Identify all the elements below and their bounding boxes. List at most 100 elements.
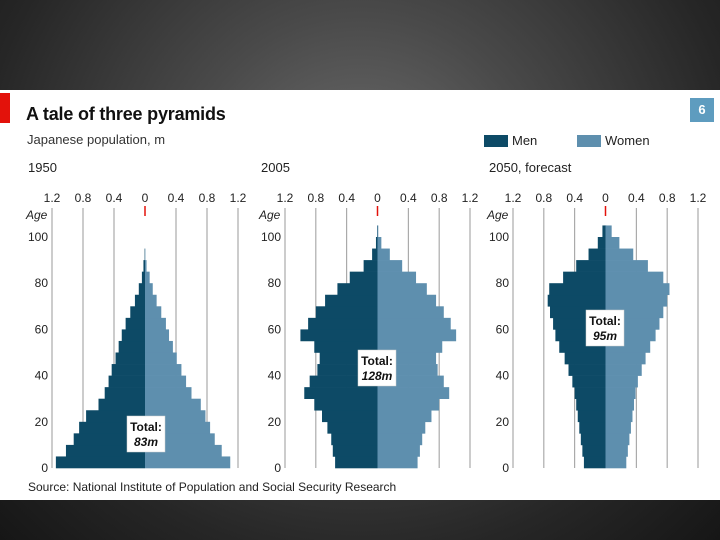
bar-men	[550, 306, 606, 319]
total-value: 83m	[134, 435, 158, 449]
bar-men	[331, 433, 378, 446]
x-tick-label: 0	[142, 191, 149, 205]
x-tick-label: 0.8	[199, 191, 216, 205]
bar-women	[605, 387, 636, 399]
bar-women	[605, 444, 628, 457]
bar-men	[115, 352, 145, 365]
bar-men	[134, 294, 145, 307]
bar-men	[121, 329, 145, 342]
y-axis-label: Age	[258, 208, 281, 222]
y-tick-label: 40	[268, 369, 282, 383]
bar-men	[300, 329, 378, 342]
bar-women	[605, 306, 664, 319]
bar-men	[125, 317, 145, 330]
bar-women	[605, 410, 633, 423]
bar-women	[377, 329, 457, 342]
x-tick-label: 1.2	[690, 191, 707, 205]
y-tick-label: 20	[268, 415, 282, 429]
bar-men	[572, 375, 606, 388]
y-tick-label: 80	[268, 276, 282, 290]
bar-women	[605, 421, 631, 434]
bar-women	[605, 398, 635, 411]
bar-men	[574, 387, 606, 399]
bar-women	[605, 456, 627, 469]
bar-men	[319, 352, 378, 365]
bar-men	[130, 306, 145, 319]
bar-women	[377, 260, 403, 272]
bar-women	[145, 387, 192, 399]
bar-women	[377, 410, 432, 423]
bar-men	[555, 329, 606, 342]
bar-men	[317, 364, 378, 376]
bar-men	[322, 410, 378, 423]
chart-subtitle: Japanese population, m	[27, 132, 166, 147]
bar-women	[605, 433, 630, 446]
bar-women	[145, 340, 173, 353]
bar-men	[579, 421, 606, 434]
bar-men	[141, 271, 145, 284]
bar-women	[605, 340, 651, 353]
bar-women	[377, 294, 437, 307]
y-tick-label: 60	[496, 322, 510, 336]
bar-women	[605, 248, 634, 261]
bar-women	[377, 225, 379, 238]
y-axis-label: Age	[486, 208, 509, 222]
bar-men	[98, 398, 145, 411]
bar-men	[308, 317, 378, 330]
bar-men	[583, 456, 606, 469]
y-tick-label: 20	[496, 415, 510, 429]
bar-women	[145, 271, 150, 284]
bar-men	[363, 260, 378, 272]
bar-men	[576, 398, 606, 411]
bar-men	[372, 248, 378, 261]
y-tick-label: 80	[35, 276, 49, 290]
x-tick-label: 0.8	[307, 191, 324, 205]
bar-men	[104, 387, 145, 399]
bar-men	[138, 283, 145, 296]
bar-men	[73, 433, 145, 446]
legend-swatch-women	[577, 135, 601, 147]
bar-women	[377, 271, 417, 284]
y-tick-label: 40	[35, 369, 49, 383]
bar-men	[602, 225, 606, 238]
bar-women	[377, 398, 440, 411]
bar-men	[564, 352, 606, 365]
x-tick-label: 0	[374, 191, 381, 205]
bar-women	[145, 444, 222, 457]
bar-men	[315, 306, 378, 319]
bar-women	[605, 317, 660, 330]
bar-men	[327, 421, 378, 434]
x-tick-label: 0.8	[535, 191, 552, 205]
total-box	[585, 309, 625, 347]
panel-title: 2050, forecast	[489, 160, 572, 175]
bar-women	[377, 283, 427, 296]
total-box	[126, 415, 166, 453]
x-tick-label: 1.2	[230, 191, 247, 205]
x-tick-label: 1.2	[462, 191, 479, 205]
bar-women	[145, 410, 206, 423]
panel-title: 2005	[261, 160, 290, 175]
x-tick-label: 0.4	[566, 191, 583, 205]
legend-swatch-men	[484, 135, 508, 147]
bar-women	[145, 456, 231, 469]
x-tick-label: 1.2	[505, 191, 522, 205]
bar-men	[559, 340, 606, 353]
y-tick-label: 0	[502, 461, 509, 475]
bar-women	[145, 329, 170, 342]
bar-men	[580, 433, 606, 446]
bar-women	[377, 340, 443, 353]
bar-men	[375, 237, 378, 249]
bar-men	[604, 225, 606, 227]
y-tick-label: 20	[35, 415, 49, 429]
x-tick-label: 1.2	[277, 191, 294, 205]
source-note: Source: National Institute of Population…	[28, 480, 397, 494]
bar-men	[65, 444, 145, 457]
y-tick-label: 100	[489, 230, 509, 244]
bar-men	[118, 340, 145, 353]
bar-men	[576, 260, 606, 272]
bar-women	[145, 433, 215, 446]
bar-women	[605, 294, 668, 307]
y-tick-label: 0	[41, 461, 48, 475]
bar-women	[145, 364, 182, 376]
legend-label-men: Men	[512, 133, 538, 148]
